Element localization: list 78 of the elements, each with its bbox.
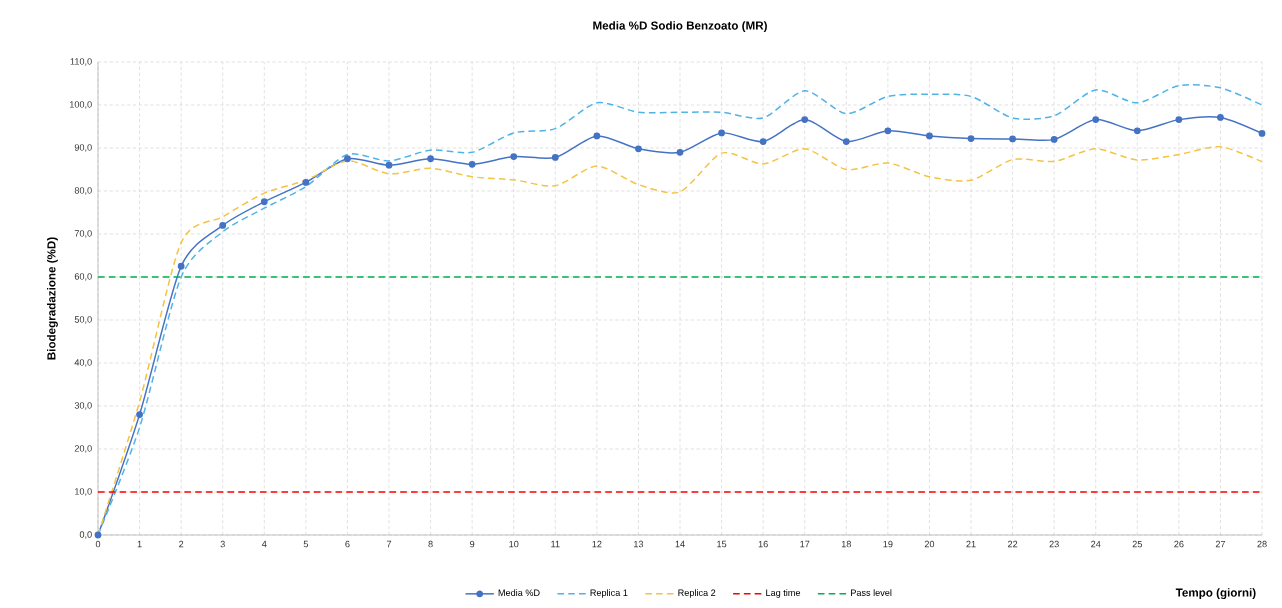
y-axis-title: Biodegradazione (%D) (47, 237, 58, 360)
x-tick-label: 5 (303, 540, 309, 548)
y-tick-label: 60,0 (74, 273, 92, 281)
point (967, 135, 975, 142)
y-tick-label: 40,0 (74, 359, 92, 367)
x-tick-label: 14 (675, 540, 685, 548)
point (759, 138, 767, 145)
x-tick-label: 28 (1257, 540, 1267, 548)
point (136, 411, 143, 419)
legend-label: Replica 2 (678, 589, 716, 598)
x-tick-label: 10 (509, 540, 519, 548)
x-tick-label: 25 (1132, 540, 1142, 548)
point (801, 116, 809, 124)
x-tick-label: 23 (1049, 540, 1059, 548)
x-tick-label: 8 (428, 540, 433, 548)
point (219, 221, 227, 229)
x-tick-label: 2 (179, 540, 184, 548)
point (260, 198, 268, 206)
point (94, 531, 102, 539)
point (593, 132, 601, 140)
x-tick-label: 0 (95, 540, 101, 548)
x-tick-label: 3 (220, 540, 225, 548)
legend-label: Pass level (851, 589, 892, 596)
x-tick-label: 22 (1007, 540, 1018, 548)
point (842, 138, 850, 145)
point (344, 155, 351, 163)
point (427, 155, 434, 163)
x-tick-label: 1 (137, 540, 142, 548)
y-tick-label: 100,0 (69, 101, 92, 109)
point (676, 148, 684, 156)
x-tick-label: 9 (470, 540, 475, 548)
x-tick-label: 27 (1215, 540, 1226, 548)
x-tick-label: 16 (758, 540, 768, 548)
point (1133, 127, 1141, 135)
y-tick-label: 30,0 (74, 402, 92, 410)
y-tick-label: 0,0 (79, 531, 92, 539)
x-tick-label: 21 (966, 540, 976, 548)
x-tick-label: 7 (386, 540, 392, 548)
point (718, 129, 725, 137)
point (1175, 116, 1183, 124)
x-tick-label: 15 (717, 540, 727, 548)
point (635, 145, 642, 153)
x-tick-label: 4 (261, 540, 267, 548)
point (468, 160, 476, 168)
point (1050, 135, 1058, 143)
x-tick-label: 24 (1091, 540, 1101, 548)
x-tick-label: 19 (883, 540, 893, 548)
y-tick-label: 90,0 (74, 144, 92, 152)
point (1092, 116, 1100, 124)
point (926, 132, 933, 140)
y-tick-label: 10,0 (75, 488, 92, 496)
point (551, 154, 559, 161)
x-tick-label: 11 (551, 540, 560, 548)
x-tick-label: 17 (800, 540, 810, 548)
point (510, 153, 518, 160)
point (1258, 129, 1266, 137)
chart-title: Media %D Sodio Benzoato (MR) (593, 21, 767, 32)
point (385, 161, 393, 169)
x-tick-label: 6 (345, 540, 350, 548)
y-tick-label: 50,0 (74, 316, 92, 324)
y-tick-label: 20,0 (74, 445, 92, 453)
y-tick-label: 110,0 (70, 58, 92, 66)
x-tick-label: 26 (1174, 540, 1184, 548)
x-axis-title: Tempo (giorni) (1175, 588, 1256, 600)
point (884, 127, 892, 135)
x-tick-label: 12 (592, 540, 602, 548)
x-tick-label: 13 (634, 540, 644, 548)
legend-label: Media %D (498, 589, 540, 596)
point (177, 262, 185, 270)
point (302, 178, 310, 186)
y-tick-label: 80,0 (74, 187, 92, 195)
legend-label: Replica 1 (590, 589, 628, 598)
legend-label: Lag time (766, 589, 801, 598)
point (1009, 135, 1016, 143)
x-tick-label: 18 (841, 540, 851, 548)
y-tick-label: 70,0 (74, 230, 92, 238)
x-tick-label: 20 (924, 540, 935, 548)
point (1217, 114, 1224, 121)
